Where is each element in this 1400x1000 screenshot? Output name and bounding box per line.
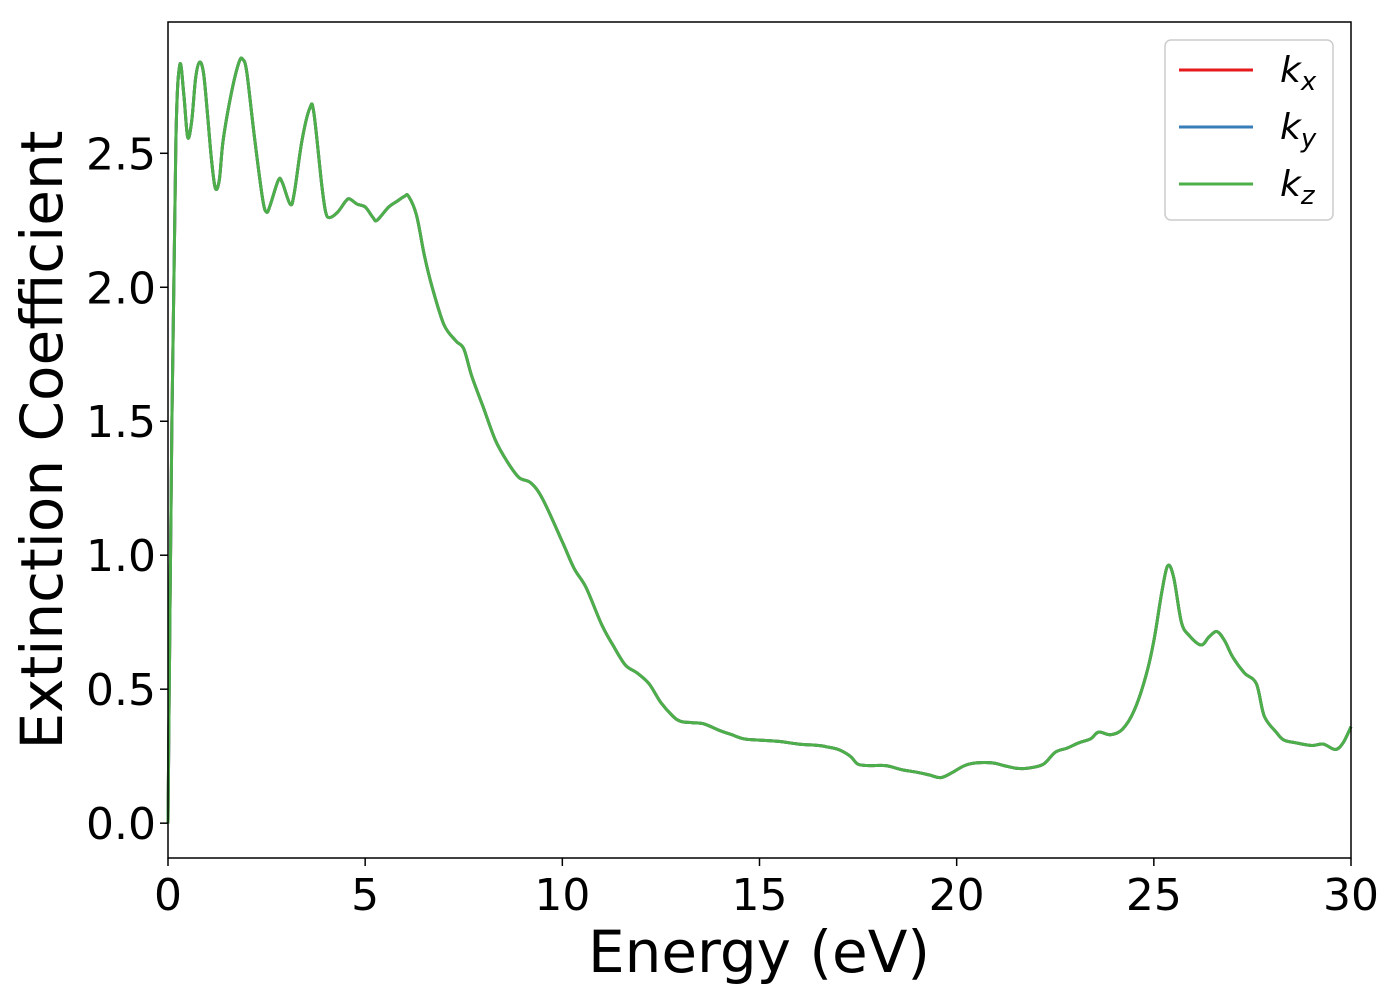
y-axis-title: Extinction Coefficient	[8, 131, 76, 750]
y-tick-label: 1.5	[86, 397, 156, 448]
x-tick-label: 5	[351, 870, 379, 921]
y-tick-label: 0.5	[86, 665, 156, 716]
x-tick-label: 10	[534, 870, 590, 921]
x-axis-title: Energy (eV)	[588, 918, 930, 986]
x-axis: 0 5 10 15 20 25 30	[154, 858, 1379, 921]
x-tick-label: 0	[154, 870, 182, 921]
legend-label-kz: kz	[1280, 164, 1316, 211]
y-axis: 0.0 0.5 1.0 1.5 2.0 2.5	[86, 129, 168, 850]
legend-box	[1164, 39, 1334, 221]
legend-label-kx: kx	[1280, 50, 1317, 97]
plot-area	[166, 56, 1353, 824]
x-tick-label: 25	[1126, 870, 1182, 921]
x-tick-label: 20	[929, 870, 985, 921]
x-tick-label: 15	[732, 870, 788, 921]
y-tick-label: 0.0	[86, 799, 156, 850]
series-layer	[166, 56, 1353, 824]
y-tick-label: 1.0	[86, 531, 156, 582]
y-tick-label: 2.5	[86, 129, 156, 180]
x-tick-label: 30	[1323, 870, 1379, 921]
y-tick-label: 2.0	[86, 263, 156, 314]
legend: kx ky kz	[1164, 39, 1334, 221]
series-line-kz	[166, 56, 1353, 824]
legend-label-ky: ky	[1280, 107, 1317, 154]
